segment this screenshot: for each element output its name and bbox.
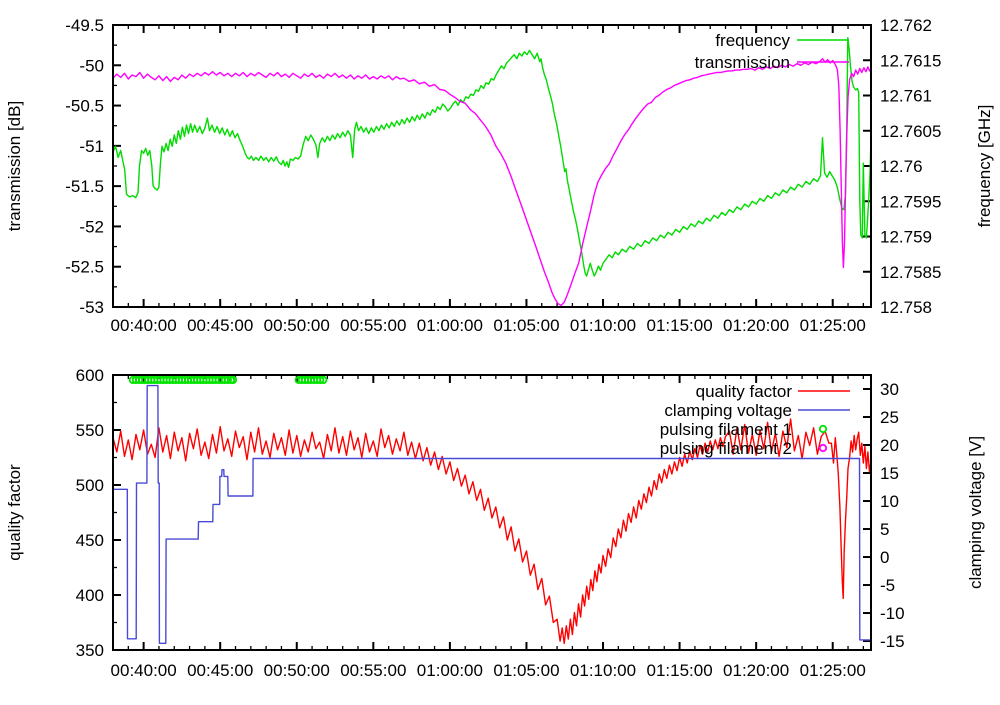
- legend-label-frequency: frequency: [715, 31, 790, 50]
- x-tick-label: 01:20:00: [723, 316, 789, 335]
- y1-axis-title: quality factor: [5, 464, 24, 561]
- x-tick-label: 00:50:00: [264, 661, 330, 680]
- y2-tick-label: 5: [880, 520, 889, 539]
- y2-axis-title: clamping voltage [V]: [966, 436, 985, 589]
- y2-axis-title: frequency [GHz]: [975, 105, 994, 228]
- quality-factor-series: [112, 418, 872, 645]
- quality-voltage-panel-border: [112, 374, 872, 651]
- x-tick-label: 01:15:00: [646, 316, 712, 335]
- y1-tick-label: 450: [76, 531, 104, 550]
- y1-tick-label: 600: [76, 366, 104, 385]
- y1-tick-label: -52: [79, 217, 104, 236]
- x-tick-label: 00:40:00: [111, 316, 177, 335]
- pulsing-filament-1-marker: [228, 375, 238, 385]
- x-tick-label: 01:05:00: [493, 316, 559, 335]
- y2-tick-label: 10: [880, 492, 899, 511]
- y1-tick-label: 550: [76, 421, 104, 440]
- frequency-series: [112, 37, 872, 277]
- y2-tick-label: 20: [880, 436, 899, 455]
- y2-tick-label: 15: [880, 464, 899, 483]
- y1-tick-label: -51.5: [65, 177, 104, 196]
- y1-tick-label: -52.5: [65, 258, 104, 277]
- x-tick-label: 01:20:00: [723, 661, 789, 680]
- clamping-voltage-series: [113, 384, 871, 644]
- y1-tick-label: 400: [76, 586, 104, 605]
- y2-tick-label: 12.762: [880, 16, 932, 35]
- x-tick-label: 01:00:00: [417, 316, 483, 335]
- pulsing-filament-1-marker: [223, 375, 232, 385]
- y2-tick-label: 12.758: [880, 298, 932, 317]
- y1-tick-label: -50: [79, 56, 104, 75]
- transmission-series: [112, 58, 872, 307]
- y1-tick-label: -49.5: [65, 16, 104, 35]
- legend-marker-pulsing-filament-2: [818, 443, 828, 453]
- x-tick-label: 01:00:00: [417, 661, 483, 680]
- x-tick-label: 01:05:00: [493, 661, 559, 680]
- x-tick-label: 01:25:00: [800, 661, 866, 680]
- y2-tick-label: 12.759: [880, 228, 932, 247]
- x-tick-label: 00:55:00: [340, 661, 406, 680]
- x-tick-label: 00:50:00: [264, 316, 330, 335]
- y2-tick-label: 12.761: [880, 87, 932, 106]
- y2-tick-label: 12.7615: [880, 51, 941, 70]
- y2-tick-label: 30: [880, 380, 899, 399]
- y1-tick-label: -50.5: [65, 97, 104, 116]
- x-tick-label: 00:40:00: [111, 661, 177, 680]
- y2-tick-label: -10: [880, 604, 905, 623]
- y2-tick-label: -15: [880, 632, 905, 651]
- legend-label-clamping-voltage: clamping voltage: [664, 401, 792, 420]
- y2-tick-label: 12.7605: [880, 122, 941, 141]
- x-tick-label: 00:45:00: [187, 661, 253, 680]
- legend-label-quality-factor: quality factor: [696, 382, 793, 401]
- x-tick-label: 01:10:00: [570, 316, 636, 335]
- y2-tick-label: -5: [880, 576, 895, 595]
- x-tick-label: 01:15:00: [646, 661, 712, 680]
- x-tick-label: 01:25:00: [800, 316, 866, 335]
- transmission-frequency-panel-border: [112, 24, 872, 308]
- legend-label-pulsing-filament-2: pulsing filament 2: [660, 439, 792, 458]
- x-tick-label: 01:10:00: [570, 661, 636, 680]
- y2-tick-label: 12.76: [880, 157, 923, 176]
- pulsing-filament-1-marker: [319, 375, 328, 385]
- y2-tick-label: 12.7595: [880, 192, 941, 211]
- y1-tick-label: 350: [76, 641, 104, 660]
- y2-tick-label: 25: [880, 408, 899, 427]
- legend-marker-pulsing-filament-1: [818, 424, 828, 434]
- legend-label-transmission: transmission: [695, 53, 790, 72]
- y2-tick-label: 12.7585: [880, 263, 941, 282]
- x-tick-label: 00:45:00: [187, 316, 253, 335]
- x-tick-label: 00:55:00: [340, 316, 406, 335]
- legend-label-pulsing-filament-1: pulsing filament 1: [660, 420, 792, 439]
- y2-tick-label: 0: [880, 548, 889, 567]
- y1-tick-label: -51: [79, 137, 104, 156]
- pulsing-filament-1-marker: [316, 375, 325, 385]
- y1-tick-label: -53: [79, 298, 104, 317]
- y1-tick-label: 500: [76, 476, 104, 495]
- y1-axis-title: transmission [dB]: [5, 101, 24, 231]
